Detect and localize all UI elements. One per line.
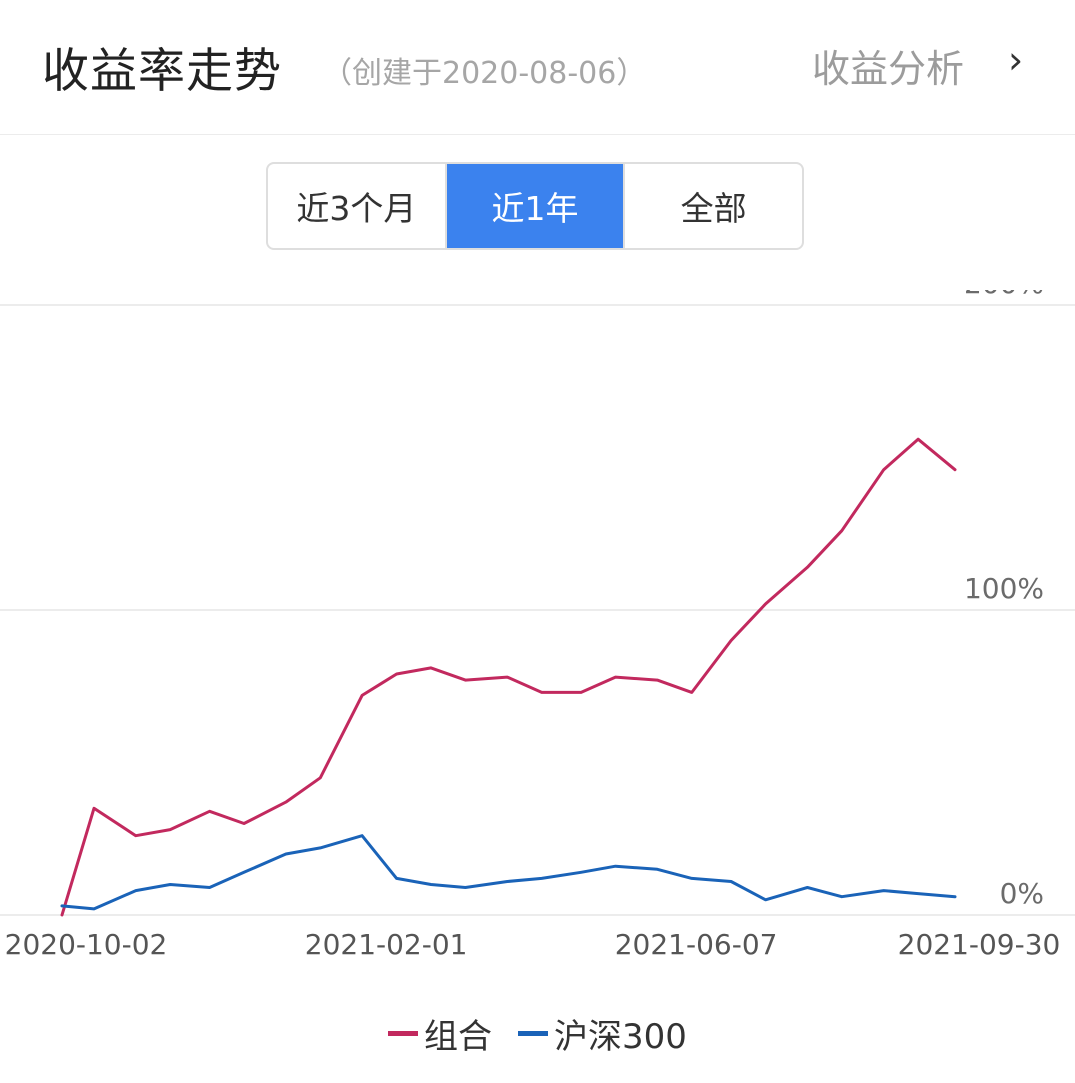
series-line-portfolio <box>60 437 957 917</box>
created-date: （创建于2020-08-06） <box>322 56 647 91</box>
chart-svg: 0% 100% 200% 2020-10-02 2021-02-01 2021-06-07… <box>0 267 1075 961</box>
return-analysis-link[interactable]: 收益分析 <box>812 47 965 91</box>
x-tick-label: 2020-10-02 <box>5 928 168 961</box>
header: 收益率走势 （创建于2020-08-06） 收益分析 › <box>0 0 1075 135</box>
x-tick-label: 2021-02-01 <box>305 928 468 961</box>
y-tick-label: 200% <box>964 290 1044 300</box>
return-chart: 0% 100% 200% 2020-10-02 2021-02-01 2021-06-07… <box>0 267 1075 980</box>
legend-label-csi300: 沪深300 <box>554 1016 687 1057</box>
tab-1-year[interactable]: 近1年 <box>446 164 626 248</box>
series-line-csi300 <box>60 834 957 911</box>
tab-3-months[interactable]: 近3个月 <box>268 164 447 248</box>
chevron-right-icon[interactable]: › <box>1008 38 1024 82</box>
x-tick-label: 2021-09-30 <box>898 928 1061 961</box>
tab-all[interactable]: 全部 <box>680 189 747 228</box>
chart-legend: 组合 沪深300 <box>0 1008 1075 1058</box>
y-tick-label: 100% <box>964 572 1044 605</box>
period-tabs: 近3个月 近1年 全部 <box>266 162 804 250</box>
legend-item-portfolio[interactable]: 组合 <box>388 1009 492 1058</box>
legend-item-csi300[interactable]: 沪深300 <box>518 1009 687 1058</box>
y-tick-label: 0% <box>1000 877 1044 910</box>
legend-swatch-portfolio <box>388 1030 419 1036</box>
page-title: 收益率走势 <box>42 44 282 99</box>
x-tick-label: 2021-06-07 <box>615 928 778 961</box>
legend-label-portfolio: 组合 <box>424 1016 493 1057</box>
legend-swatch-csi300 <box>518 1030 549 1036</box>
